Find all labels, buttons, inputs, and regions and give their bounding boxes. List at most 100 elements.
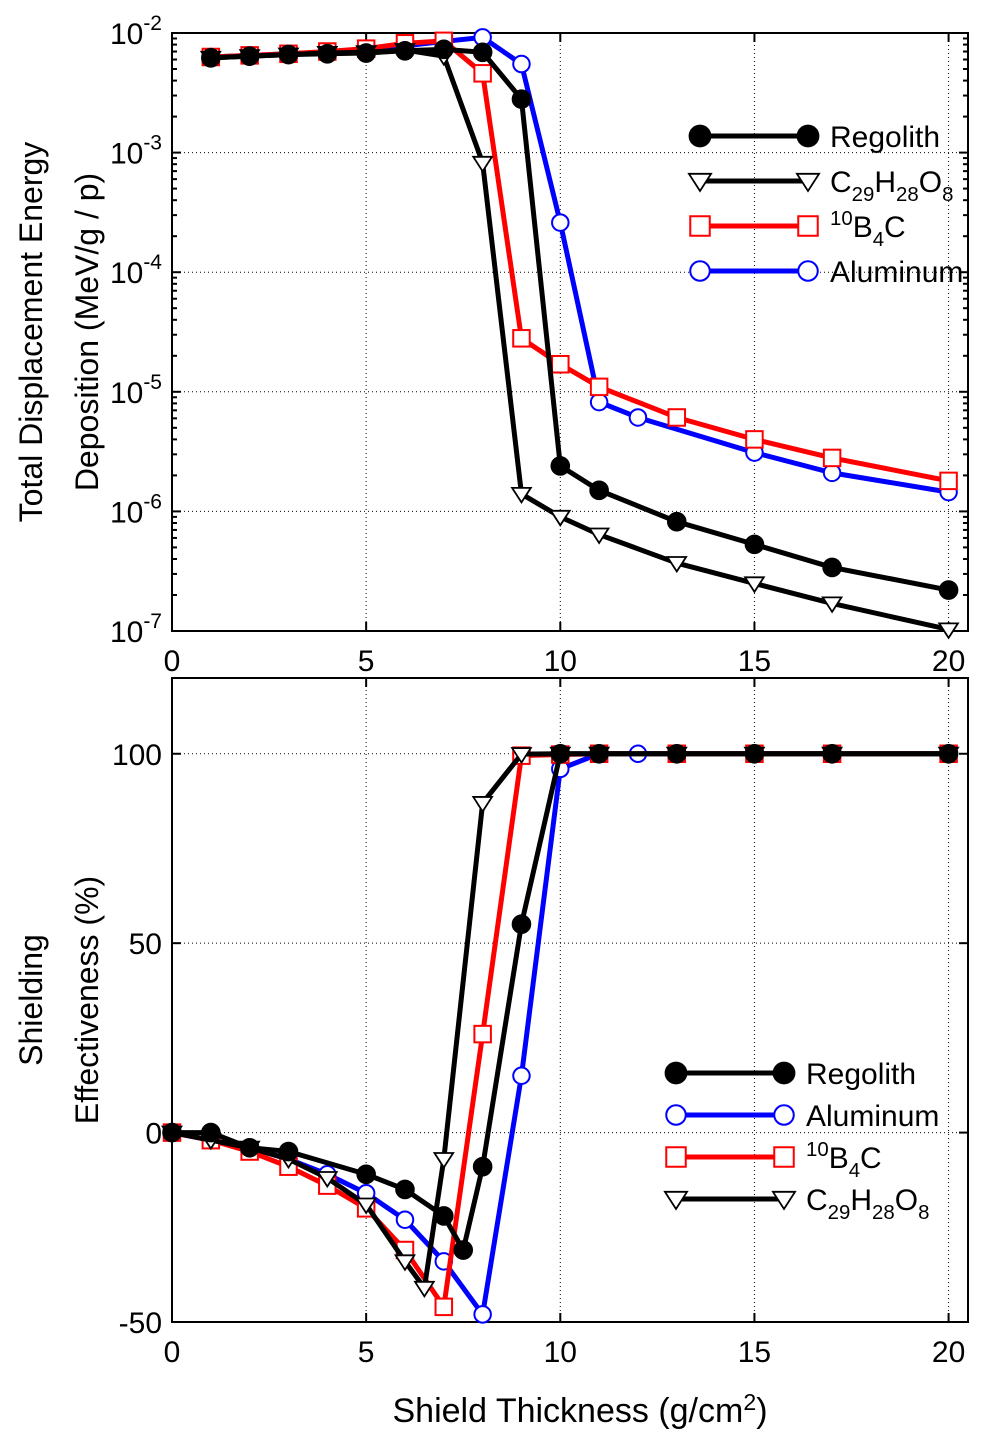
y-tick-label: 10-6 [110, 490, 162, 529]
data-point-10b4c [589, 377, 609, 397]
data-point-aluminum [551, 213, 570, 232]
data-point-regolith [278, 44, 299, 65]
data-point-10b4c [473, 1024, 492, 1044]
data-point-regolith [317, 44, 338, 64]
x-tick-label: 10 [544, 1336, 577, 1369]
legend-marker [664, 1061, 688, 1085]
data-point-regolith [550, 456, 571, 476]
legend-label: Aluminum [830, 256, 963, 289]
data-point-regolith [472, 42, 493, 63]
legend-marker [797, 215, 819, 237]
legend-label-part: Aluminum [806, 1100, 939, 1133]
y-tick-label: 10-2 [110, 12, 162, 51]
x-tick-label: 0 [164, 1336, 181, 1369]
legend-label: C29​H28​O8​ [806, 1184, 929, 1224]
legend-label-part: C [806, 1184, 828, 1217]
legend-marker [663, 1190, 689, 1211]
x-tick-label: 20 [932, 1336, 965, 1369]
y-tick-label: 10-7 [110, 610, 162, 649]
data-point-regolith [511, 89, 532, 109]
legend-marker [772, 1061, 796, 1085]
y-tick-base: 10 [110, 257, 143, 290]
legend-label-part: B [853, 211, 873, 244]
x-tick-label: 0 [164, 645, 181, 678]
x-tick-label: 10 [544, 645, 577, 678]
data-point-c29h28o8 [937, 622, 960, 640]
legend-marker [773, 1146, 795, 1168]
data-point-10b4c [667, 408, 687, 427]
data-point-c29h28o8 [413, 1280, 436, 1298]
x-tick-label: 15 [738, 645, 771, 678]
data-point-c29h28o8 [432, 1152, 455, 1170]
data-point-c29h28o8 [743, 576, 766, 594]
y-tick-label: 10-5 [110, 371, 162, 410]
data-point-regolith [356, 1164, 376, 1185]
data-point-regolith [938, 580, 959, 600]
legend-label-part: 29 [828, 1202, 851, 1224]
x-axis-label: Shield Thickness (g/cm2​) [392, 1389, 767, 1430]
legend-marker [796, 124, 820, 148]
legend-marker [687, 172, 713, 193]
y-tick-base: 10 [110, 18, 143, 51]
legend-marker [773, 1104, 795, 1126]
data-point-regolith [666, 511, 687, 532]
legend-label-part: 28 [872, 1202, 895, 1224]
data-point-regolith [453, 1240, 474, 1260]
y-axis-label: Total Displacement Energy [13, 142, 49, 523]
legend-label: Regolith [806, 1058, 916, 1091]
data-point-regolith [239, 1137, 260, 1158]
y-tick-exponent: -5 [143, 371, 162, 394]
legend-marker [665, 1146, 687, 1168]
legend-marker [797, 260, 819, 282]
legend-label-part: 10 [806, 1139, 829, 1161]
legend-label-part: B [829, 1142, 849, 1175]
data-point-regolith [666, 743, 687, 764]
y-axis-label: Effectiveness (%) [69, 876, 105, 1124]
data-point-10b4c [822, 448, 842, 468]
legend-label: 10​B4​C [830, 208, 906, 251]
data-point-regolith [201, 1122, 221, 1143]
x-axis-label-part: Shield Thickness (g/cm [392, 1392, 743, 1430]
data-point-c29h28o8 [510, 747, 533, 765]
data-point-regolith [550, 743, 571, 764]
legend-marker [795, 172, 821, 193]
legend-marker [689, 260, 711, 282]
y-tick-label: -50 [119, 1307, 162, 1340]
data-point-regolith [511, 914, 532, 935]
plot-frame [171, 32, 969, 632]
data-point-c29h28o8 [510, 486, 533, 504]
y-axis-label: Shielding [13, 934, 49, 1066]
legend: Regolith C29​H28​O8​10​B4​C Aluminum [687, 121, 963, 289]
data-point-c29h28o8 [588, 527, 611, 545]
y-tick-base: 10 [110, 496, 143, 529]
y-tick-base: 10 [110, 616, 143, 649]
data-point-regolith [589, 743, 609, 764]
legend-label: 10​B4​C [806, 1139, 882, 1182]
legend-label-part: Regolith [830, 121, 940, 154]
data-point-c29h28o8 [665, 556, 688, 574]
x-tick-label: 5 [358, 1336, 375, 1369]
legend-marker [689, 215, 711, 237]
legend-marker [665, 1104, 687, 1126]
data-point-aluminum [628, 408, 648, 427]
x-axis-label-part: ) [756, 1392, 767, 1430]
y-tick-label: 10-4 [110, 251, 162, 290]
y-tick-label: 100 [112, 739, 162, 772]
plot-frame [171, 677, 969, 1323]
data-point-c29h28o8 [821, 596, 844, 614]
data-point-aluminum [512, 54, 531, 74]
data-point-regolith [589, 480, 609, 501]
legend-label: Regolith [830, 121, 940, 154]
data-point-regolith [356, 43, 376, 63]
data-point-regolith [395, 40, 415, 61]
data-point-c29h28o8 [355, 1197, 378, 1215]
legend-marker [771, 1190, 797, 1211]
y-axis-label: Deposition (MeV/g / p) [69, 173, 105, 491]
data-point-regolith [938, 743, 959, 764]
data-point-10b4c [939, 471, 958, 491]
data-point-c29h28o8 [471, 155, 494, 173]
y-tick-exponent: -7 [143, 610, 162, 633]
